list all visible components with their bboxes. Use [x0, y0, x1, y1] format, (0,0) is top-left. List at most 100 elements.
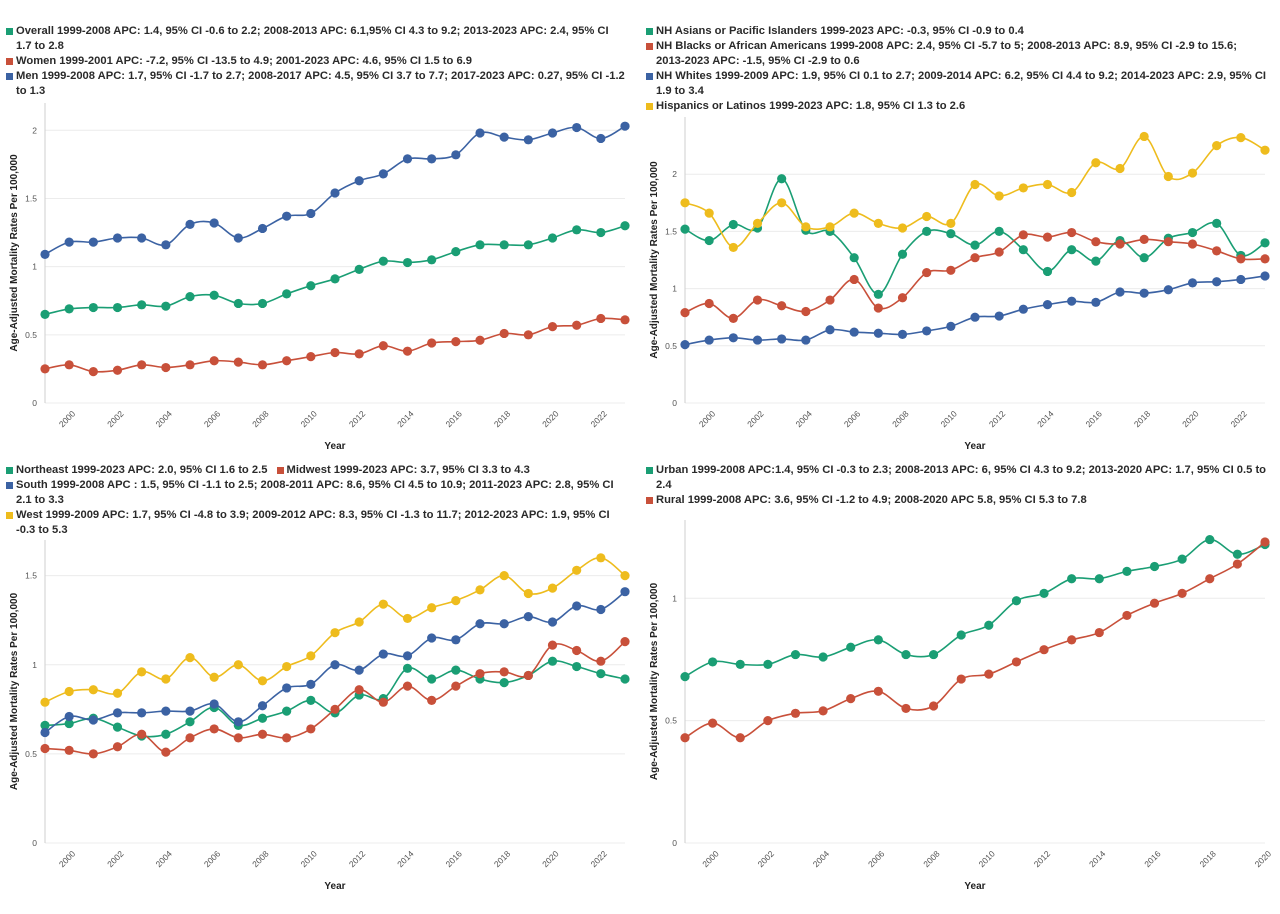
data-point	[1039, 588, 1049, 599]
data-point	[1115, 287, 1125, 297]
y-tick-label: 1.5	[25, 193, 37, 203]
data-point	[735, 733, 745, 743]
x-tick-label: 2002	[745, 408, 766, 429]
data-point	[849, 253, 859, 263]
data-point	[1139, 253, 1149, 263]
data-point	[330, 704, 340, 714]
data-point	[818, 706, 828, 716]
data-point	[572, 645, 582, 656]
data-point	[137, 300, 147, 310]
data-point	[64, 718, 74, 729]
data-point	[523, 612, 533, 622]
data-point	[873, 686, 883, 696]
legend-label: Hispanics or Latinos 1999-2023 APC: 1.8,…	[656, 100, 966, 112]
data-point	[956, 674, 966, 684]
data-point	[873, 289, 883, 299]
x-tick-label: 2006	[202, 408, 223, 429]
data-point	[1260, 238, 1270, 248]
data-point	[752, 218, 763, 228]
y-tick-label: 0.5	[25, 330, 37, 340]
legend-item: Hispanics or Latinos 1999-2023 APC: 1.8,…	[646, 99, 1266, 114]
data-point	[209, 724, 219, 734]
legend-item: NH Asians or Pacific Islanders 1999-2023…	[646, 24, 1266, 39]
data-point	[282, 289, 292, 299]
data-point	[112, 722, 123, 732]
data-point	[185, 360, 195, 370]
data-point	[1091, 256, 1101, 266]
legend: Overall 1999-2008 APC: 1.4, 95% CI -0.6 …	[6, 24, 626, 99]
data-point	[790, 649, 801, 660]
series-line	[44, 224, 626, 316]
data-point	[137, 233, 147, 243]
x-tick-label: 2012	[347, 408, 368, 429]
y-tick-label: 0	[672, 398, 677, 408]
y-axis-title: Age-Adjusted Mortality Rates Per 100,000	[649, 582, 660, 780]
data-point	[620, 121, 630, 131]
data-point	[161, 747, 171, 757]
data-point	[1177, 588, 1187, 599]
data-point	[928, 649, 939, 660]
data-point	[257, 360, 268, 370]
data-point	[704, 335, 714, 345]
data-point	[984, 669, 994, 679]
data-point	[970, 240, 980, 250]
series-line	[684, 538, 1266, 678]
data-point	[873, 635, 883, 645]
data-point	[752, 335, 763, 345]
data-point	[1260, 254, 1270, 264]
series-line	[684, 177, 1266, 296]
data-point	[209, 356, 219, 366]
data-point	[897, 293, 908, 303]
data-point	[354, 617, 364, 627]
data-point	[330, 660, 340, 670]
legend-swatch	[646, 28, 653, 35]
x-tick-label: 2008	[250, 408, 271, 429]
data-point	[1067, 227, 1077, 238]
data-point	[897, 249, 908, 259]
data-point	[306, 352, 316, 362]
data-point	[282, 706, 292, 716]
data-point	[257, 676, 268, 686]
x-tick-label: 2018	[492, 848, 513, 869]
data-point	[306, 651, 316, 661]
data-point	[378, 697, 388, 707]
x-tick-label: 2012	[987, 408, 1008, 429]
data-point	[427, 695, 437, 706]
data-point	[572, 225, 582, 235]
data-point	[354, 665, 364, 675]
series-line	[684, 275, 1266, 346]
data-point	[1042, 266, 1053, 277]
data-point	[620, 571, 630, 581]
data-point	[233, 733, 243, 743]
data-point	[801, 222, 811, 232]
data-point	[897, 329, 908, 339]
data-point	[777, 174, 787, 184]
data-point	[1122, 566, 1132, 576]
data-point	[40, 727, 50, 738]
data-point	[1018, 304, 1028, 314]
data-point	[596, 133, 606, 144]
data-point	[777, 301, 787, 311]
y-tick-label: 0.5	[665, 716, 677, 726]
data-point	[88, 367, 98, 377]
x-tick-label: 2010	[976, 848, 997, 869]
data-point	[185, 706, 195, 716]
data-point	[1094, 574, 1104, 584]
data-point	[1067, 574, 1077, 584]
data-point	[790, 708, 801, 718]
x-tick-label: 2006	[202, 848, 223, 869]
data-point	[1205, 574, 1215, 584]
x-tick-label: 2014	[395, 848, 416, 869]
data-point	[547, 233, 558, 243]
legend-label: Midwest 1999-2023 APC: 3.7, 95% CI 3.3 t…	[286, 464, 530, 476]
data-point	[64, 686, 74, 697]
data-point	[282, 661, 292, 672]
data-point	[922, 267, 932, 278]
series-line	[44, 660, 626, 738]
data-point	[185, 292, 195, 302]
data-point	[547, 322, 558, 332]
data-point	[64, 304, 74, 314]
data-point	[1205, 534, 1215, 545]
data-point	[547, 640, 558, 650]
data-point	[777, 334, 787, 344]
